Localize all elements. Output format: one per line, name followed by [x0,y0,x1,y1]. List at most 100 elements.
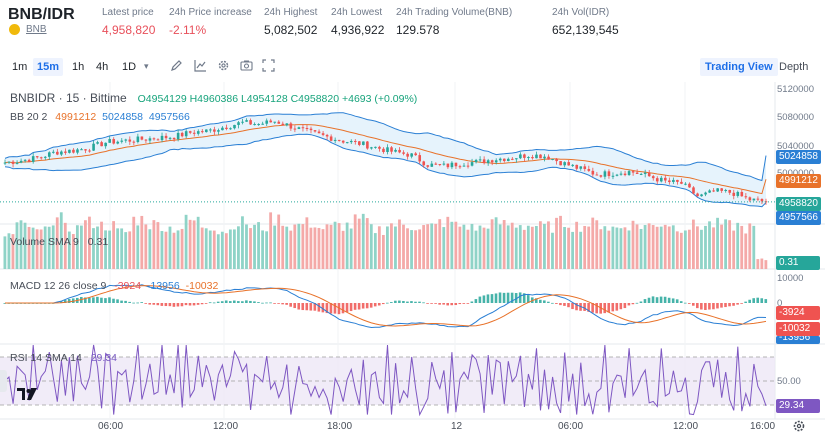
candle-body [225,127,228,129]
axis-settings-icon[interactable] [792,419,806,433]
candle-body [76,149,79,153]
candle-body [414,153,417,156]
bollinger-upper-line [4,112,767,182]
macd-hist-bar [450,303,454,306]
macd-hist-bar [309,303,313,311]
scroll-handle[interactable] [0,370,7,392]
macd-hist-bar [233,300,236,303]
volume-bar [506,225,510,269]
macd-hist-bar [692,303,695,306]
volume-bar [434,223,438,269]
price-chart[interactable] [0,82,825,445]
volume-bar [627,230,631,269]
interval-4h[interactable]: 4h [96,61,109,73]
macd-hist-bar [63,300,67,303]
macd-hist-bar [100,297,103,303]
chevron-down-icon[interactable]: ▾ [144,61,149,71]
macd-hist-bar [245,300,248,303]
macd-hist-bar [224,300,228,303]
pencil-icon[interactable] [170,59,183,72]
macd-hist-bar [494,293,498,303]
volume-bar [269,212,273,269]
macd-hist-bar [486,294,490,303]
volume-bar [663,224,667,269]
interval-15m[interactable]: 15m [33,58,64,76]
candle-body [506,158,510,162]
macd-hist-bar [305,303,309,311]
candle-body [325,134,329,137]
macd-hist-bar [571,303,574,310]
volume-bar [402,224,405,269]
macd-hist-bar [313,303,317,311]
bb-lower-value: 4957566 [148,111,190,123]
macd-hist-bar [132,302,135,304]
interval-1h[interactable]: 1h [72,61,85,73]
macd-hist-bar [744,301,747,303]
macd-hist-bar [442,303,445,305]
volume-bar [301,224,305,269]
expand-icon[interactable] [262,59,275,72]
volume-bar [522,229,526,269]
rsi-legend: RSI 14 SMA 14 29.34 [10,352,117,364]
stat-value: 652,139,545 [552,23,619,37]
macd-hist-bar [220,301,224,303]
candle-body [205,129,208,133]
macd-hist-bar [152,303,156,305]
volume-bar [325,224,329,269]
candle-body [317,131,321,134]
candle-body [47,152,51,157]
line-chart-icon[interactable] [194,59,207,72]
candle-body [651,176,655,179]
interval-1d[interactable]: 1D [122,61,137,73]
volume-bar [317,227,321,269]
macd-hist-bar [237,301,240,303]
candle-body [358,141,361,145]
volume-bar [587,226,591,269]
volume-bar [381,234,385,269]
macd-hist-bar [188,303,192,306]
macd-hist-bar [345,303,349,313]
macd-hist-bar [478,296,482,303]
candle-body [209,129,212,131]
volume-bar [224,233,228,269]
depth-tab[interactable]: Depth [779,61,809,73]
candle-body [60,151,63,155]
candle-body [249,120,252,125]
trading-view-tab[interactable]: Trading View [700,58,778,76]
macd-hist-bar [369,303,373,308]
candle-body [168,137,172,139]
macd-hist-bar [732,303,735,306]
macd-hist-bar [325,303,329,314]
volume-bar [679,232,683,269]
macd-hist-bar [619,303,623,310]
macd-hist-bar [712,303,715,310]
volume-bar [361,213,365,269]
volume-bar [124,232,128,269]
macd-hist-bar [490,294,494,303]
candle-body [96,142,99,144]
candle-body [349,140,353,143]
macd-hist-bar [522,293,526,303]
macd-hist-bar [269,302,272,304]
macd-hist-bar [462,303,466,304]
volume-bar [575,221,579,269]
volume-bar [740,225,744,269]
candle-body [631,171,635,173]
interval-1m[interactable]: 1m [12,61,28,73]
volume-bar [188,219,192,269]
volume-bar [474,230,478,269]
candle-body [337,139,341,141]
volume-bar [51,225,55,269]
macd-hist-bar [418,301,421,303]
candle-body [172,137,176,140]
camera-icon[interactable] [240,59,253,72]
stat-value: 129.578 [396,23,440,37]
candle-body [587,169,591,171]
settings-icon[interactable] [217,59,230,72]
base-asset-link[interactable]: BNB [26,24,47,35]
volume-bar [144,224,148,269]
macd-hist-bar [160,303,164,306]
symbol-label: BNBIDR · 15 · Bittime [10,91,127,105]
candle-body [68,149,71,153]
macd-hist-bar [172,303,176,307]
